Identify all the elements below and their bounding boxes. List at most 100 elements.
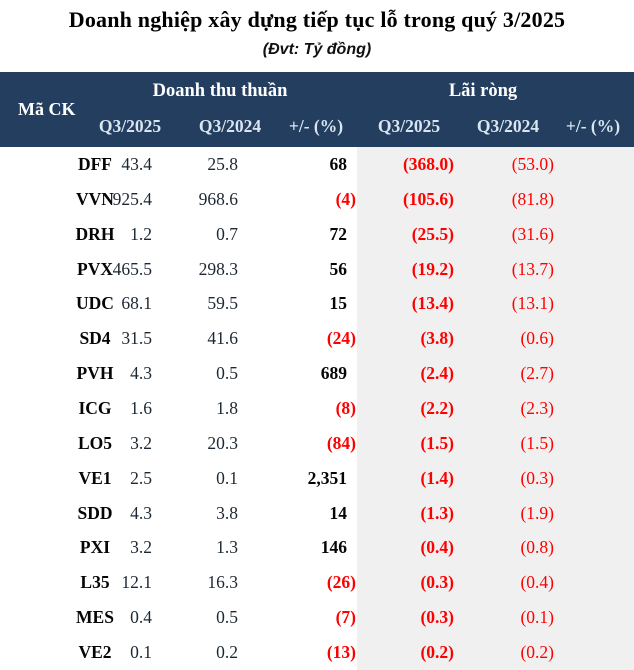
cell-profit-q3-2024: (2.3) bbox=[520, 397, 554, 418]
cell-revenue-change-pct: 689 bbox=[320, 363, 347, 384]
cell-revenue-q3-2025: 1.6 bbox=[130, 397, 152, 418]
cell-revenue-q3-2025: 3.2 bbox=[130, 432, 152, 453]
subheader-revenue-q3-2025: Q3/2025 bbox=[98, 116, 162, 136]
cell-profit-q3-2024: (81.8) bbox=[511, 188, 554, 209]
cell-revenue-q3-2025: 1.2 bbox=[130, 223, 152, 244]
cell-profit-q3-2024: (13.1) bbox=[511, 293, 554, 314]
cell-revenue-q3-2024: 16.3 bbox=[207, 572, 238, 593]
cell-revenue-q3-2024: 41.6 bbox=[207, 328, 238, 349]
cell-revenue-q3-2024: 0.7 bbox=[216, 223, 238, 244]
table-row: L35 12.1 16.3 (26) (0.3) (0.4) bbox=[0, 565, 634, 600]
cell-profit-q3-2025: (1.5) bbox=[420, 432, 454, 453]
cell-ticker: VE1 bbox=[78, 467, 112, 488]
cell-revenue-q3-2024: 0.1 bbox=[216, 467, 238, 488]
cell-revenue-q3-2024: 59.5 bbox=[207, 293, 238, 314]
subheader-revenue-q3-2024: Q3/2024 bbox=[198, 116, 262, 136]
table-row: DRH 1.2 0.7 72 (25.5) (31.6) bbox=[0, 217, 634, 252]
cell-ticker: UDC bbox=[76, 293, 114, 314]
cell-profit-q3-2025: (0.2) bbox=[420, 641, 454, 662]
cell-profit-change-pct bbox=[566, 356, 626, 391]
table-row: LO5 3.2 20.3 (84) (1.5) (1.5) bbox=[0, 426, 634, 461]
table-row: VE1 2.5 0.1 2,351 (1.4) (0.3) bbox=[0, 461, 634, 496]
cell-profit-change-pct bbox=[566, 321, 626, 356]
cell-revenue-q3-2025: 3.2 bbox=[130, 537, 152, 558]
cell-revenue-q3-2025: 0.4 bbox=[130, 607, 152, 628]
table-row: PVH 4.3 0.5 689 (2.4) (2.7) bbox=[0, 356, 634, 391]
cell-profit-q3-2024: (0.8) bbox=[520, 537, 554, 558]
table-body: DFF 43.4 25.8 68 (368.0) (53.0) VVN 925.4 968.6 (… bbox=[0, 147, 634, 670]
cell-profit-change-pct bbox=[566, 496, 626, 531]
table-row: DFF 43.4 25.8 68 (368.0) (53.0) bbox=[0, 147, 634, 182]
cell-revenue-q3-2025: 43.4 bbox=[121, 153, 152, 174]
cell-profit-change-pct bbox=[566, 461, 626, 496]
cell-profit-q3-2024: (1.9) bbox=[520, 502, 554, 523]
cell-revenue-q3-2025: 465.5 bbox=[112, 258, 152, 279]
cell-revenue-q3-2024: 1.8 bbox=[216, 397, 238, 418]
cell-revenue-q3-2025: 12.1 bbox=[121, 572, 152, 593]
cell-profit-q3-2024: (53.0) bbox=[511, 153, 554, 174]
subheader-profit-change: +/- (%) bbox=[565, 116, 621, 136]
cell-profit-change-pct bbox=[566, 217, 626, 252]
profit-group-header: Lãi ròng bbox=[448, 81, 518, 101]
cell-ticker: LO5 bbox=[77, 432, 113, 453]
cell-profit-q3-2025: (3.8) bbox=[420, 328, 454, 349]
cell-profit-q3-2025: (0.4) bbox=[420, 537, 454, 558]
revenue-group-header: Doanh thu thuần bbox=[152, 81, 288, 101]
cell-revenue-change-pct: 2,351 bbox=[307, 467, 347, 488]
cell-ticker: VVN bbox=[76, 188, 114, 209]
cell-revenue-change-pct: 14 bbox=[329, 502, 348, 523]
cell-profit-change-pct bbox=[566, 286, 626, 321]
cell-revenue-change-pct: (8) bbox=[335, 397, 356, 418]
table-row: SDD 4.3 3.8 14 (1.3) (1.9) bbox=[0, 496, 634, 531]
table-row: MES 0.4 0.5 (7) (0.3) (0.1) bbox=[0, 600, 634, 635]
cell-profit-q3-2024: (0.2) bbox=[520, 641, 554, 662]
cell-profit-q3-2025: (105.6) bbox=[402, 188, 454, 209]
cell-profit-q3-2025: (1.3) bbox=[420, 502, 454, 523]
cell-revenue-change-pct: 56 bbox=[329, 258, 348, 279]
cell-ticker: MES bbox=[76, 607, 114, 628]
table-row: VVN 925.4 968.6 (4) (105.6) (81.8) bbox=[0, 182, 634, 217]
cell-ticker: DFF bbox=[77, 153, 113, 174]
cell-ticker: ICG bbox=[78, 397, 112, 418]
cell-profit-q3-2024: (0.6) bbox=[520, 328, 554, 349]
cell-profit-q3-2025: (19.2) bbox=[411, 258, 454, 279]
cell-profit-change-pct bbox=[566, 252, 626, 287]
cell-revenue-change-pct: 15 bbox=[329, 293, 348, 314]
cell-profit-q3-2025: (368.0) bbox=[402, 153, 454, 174]
cell-ticker: PXI bbox=[79, 537, 111, 558]
cell-profit-q3-2024: (31.6) bbox=[511, 223, 554, 244]
cell-profit-change-pct bbox=[566, 426, 626, 461]
net-profit-shading bbox=[357, 147, 634, 670]
cell-profit-change-pct bbox=[566, 182, 626, 217]
cell-profit-q3-2025: (2.4) bbox=[420, 363, 454, 384]
subheader-profit-q3-2024: Q3/2024 bbox=[476, 116, 540, 136]
table-row: VE2 0.1 0.2 (13) (0.2) (0.2) bbox=[0, 635, 634, 670]
cell-profit-q3-2025: (1.4) bbox=[420, 467, 454, 488]
cell-revenue-change-pct: 72 bbox=[329, 223, 348, 244]
subheader-profit-q3-2025: Q3/2025 bbox=[377, 116, 441, 136]
cell-profit-q3-2025: (2.2) bbox=[420, 397, 454, 418]
cell-revenue-change-pct: (4) bbox=[335, 188, 356, 209]
cell-revenue-change-pct: (26) bbox=[326, 572, 356, 593]
cell-profit-q3-2025: (13.4) bbox=[411, 293, 454, 314]
cell-ticker: L35 bbox=[80, 572, 110, 593]
cell-revenue-q3-2025: 31.5 bbox=[121, 328, 152, 349]
page-title: Doanh nghiệp xây dựng tiếp tục lỗ trong … bbox=[68, 7, 566, 32]
cell-profit-q3-2025: (0.3) bbox=[420, 572, 454, 593]
cell-revenue-q3-2025: 4.3 bbox=[130, 502, 152, 523]
cell-ticker: SD4 bbox=[79, 328, 111, 349]
cell-revenue-q3-2025: 925.4 bbox=[112, 188, 152, 209]
cell-profit-q3-2024: (0.4) bbox=[520, 572, 554, 593]
cell-profit-change-pct bbox=[566, 147, 626, 182]
unit-label: (Đvt: Tỷ đồng) bbox=[262, 41, 372, 58]
cell-revenue-change-pct: (84) bbox=[326, 432, 356, 453]
table-row: UDC 68.1 59.5 15 (13.4) (13.1) bbox=[0, 286, 634, 321]
cell-profit-q3-2024: (1.5) bbox=[520, 432, 554, 453]
cell-revenue-q3-2024: 0.5 bbox=[216, 607, 238, 628]
cell-revenue-q3-2024: 3.8 bbox=[216, 502, 238, 523]
cell-profit-q3-2024: (13.7) bbox=[511, 258, 554, 279]
cell-profit-change-pct bbox=[566, 530, 626, 565]
cell-revenue-change-pct: (7) bbox=[335, 607, 356, 628]
cell-revenue-q3-2024: 968.6 bbox=[198, 188, 238, 209]
